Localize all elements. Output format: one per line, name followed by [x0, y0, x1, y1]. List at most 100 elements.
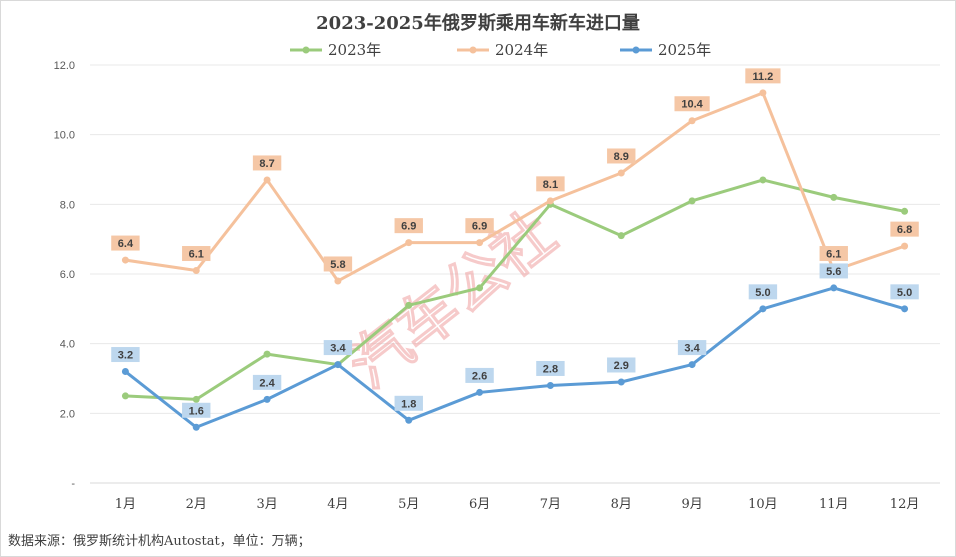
- y-tick-label: 4.0: [60, 339, 75, 351]
- data-point: [901, 305, 909, 313]
- data-point: [476, 388, 484, 396]
- y-axis: - 2.0 4.0 6.0 8.0 10.0 12.0: [54, 60, 76, 490]
- data-point: [334, 277, 342, 285]
- legend-label: 2025年: [658, 41, 711, 59]
- data-label-text: 2.8: [543, 363, 558, 375]
- data-point: [617, 378, 625, 386]
- data-point: [405, 301, 413, 309]
- x-tick-label: 10月: [748, 497, 778, 512]
- data-point: [192, 395, 200, 403]
- data-point: [405, 416, 413, 424]
- data-point: [192, 267, 200, 275]
- y-tick-label: -: [71, 478, 75, 490]
- data-label-text: 6.9: [401, 221, 416, 233]
- y-tick-label: 6.0: [60, 269, 75, 281]
- data-label-bg: [536, 360, 565, 376]
- data-label: 3.4: [323, 340, 353, 356]
- y-tick-label: 10.0: [54, 130, 75, 142]
- data-point: [546, 381, 554, 389]
- series-line: [123, 286, 907, 429]
- x-tick-label: 12月: [890, 497, 920, 512]
- x-tick-label: 9月: [681, 497, 702, 512]
- data-point: [121, 256, 129, 264]
- data-label-bg: [465, 218, 494, 234]
- y-tick-label: 2.0: [60, 408, 75, 420]
- data-label-bg: [607, 357, 636, 373]
- data-label-bg: [465, 367, 494, 383]
- legend: 2023年 2024年 2025年: [290, 41, 711, 59]
- legend-label: 2023年: [328, 41, 381, 59]
- watermark: 汽车公社: [336, 199, 568, 402]
- data-point: [901, 207, 909, 215]
- data-label-bg: [111, 347, 140, 363]
- data-label-text: 2.6: [472, 370, 487, 382]
- data-label: 6.9: [465, 218, 494, 234]
- data-label-bg: [252, 374, 282, 390]
- data-label-text: 3.4: [684, 343, 700, 355]
- data-point: [688, 117, 696, 125]
- data-label-text: 6.1: [826, 249, 841, 261]
- data-label-bg: [536, 176, 565, 192]
- data-label: 8.7: [252, 155, 282, 171]
- data-point: [546, 197, 554, 205]
- data-point: [830, 193, 838, 201]
- data-label-bg: [323, 256, 353, 272]
- data-label-text: 3.4: [330, 343, 346, 355]
- data-label-text: 10.4: [681, 99, 703, 111]
- data-label: 5.0: [748, 284, 778, 300]
- legend-marker: [302, 46, 310, 54]
- data-label: 2.6: [465, 367, 494, 383]
- data-point: [476, 284, 484, 292]
- data-point: [476, 239, 484, 247]
- data-label-bg: [394, 395, 423, 411]
- data-label-bg: [677, 340, 707, 356]
- legend-marker: [632, 46, 640, 54]
- series-line: [123, 91, 907, 283]
- data-label-bg: [890, 221, 919, 237]
- data-point: [830, 284, 838, 292]
- data-label-text: 3.2: [118, 350, 133, 362]
- data-label-bg: [745, 68, 781, 84]
- data-label-bg: [819, 246, 848, 262]
- data-label-text: 6.1: [189, 249, 204, 261]
- x-axis: 1月 2月 3月 4月 5月 6月 7月 8月 9月 10月 11月 12月: [115, 497, 920, 512]
- data-label-bg: [819, 263, 848, 279]
- data-label: 5.6: [819, 263, 848, 279]
- data-label-bg: [182, 246, 211, 262]
- data-point: [759, 89, 767, 97]
- data-point: [263, 395, 271, 403]
- data-label-bg: [674, 96, 710, 112]
- x-tick-label: 1月: [115, 497, 136, 512]
- data-label-bg: [323, 340, 353, 356]
- data-label: 5.8: [323, 256, 353, 272]
- data-label-text: 5.8: [330, 259, 345, 271]
- data-label-bg: [394, 218, 423, 234]
- data-label-text: 8.7: [259, 158, 274, 170]
- data-label: 6.1: [819, 246, 848, 262]
- data-point: [334, 361, 342, 369]
- data-label-text: 5.0: [897, 287, 912, 299]
- data-label: 6.1: [182, 246, 211, 262]
- x-tick-label: 7月: [540, 497, 561, 512]
- data-label: 2.8: [536, 360, 565, 376]
- data-point: [901, 242, 909, 250]
- data-label-text: 6.8: [897, 224, 912, 236]
- data-label: 8.9: [607, 148, 636, 164]
- data-label: 6.8: [890, 221, 919, 237]
- y-tick-label: 8.0: [60, 199, 75, 211]
- data-point: [192, 423, 200, 431]
- data-label: 6.4: [111, 235, 140, 251]
- x-tick-label: 6月: [469, 497, 490, 512]
- legend-marker: [469, 46, 477, 54]
- data-label-bg: [111, 235, 140, 251]
- data-point: [121, 392, 129, 400]
- data-label-text: 6.4: [118, 238, 134, 250]
- data-label: 5.0: [890, 284, 919, 300]
- data-label: 1.8: [394, 395, 423, 411]
- data-label-text: 6.9: [472, 221, 487, 233]
- data-label: 11.2: [745, 68, 781, 84]
- data-label-text: 5.6: [826, 266, 841, 278]
- data-point: [121, 368, 129, 376]
- data-label-bg: [182, 402, 211, 418]
- data-label: 10.4: [674, 96, 710, 112]
